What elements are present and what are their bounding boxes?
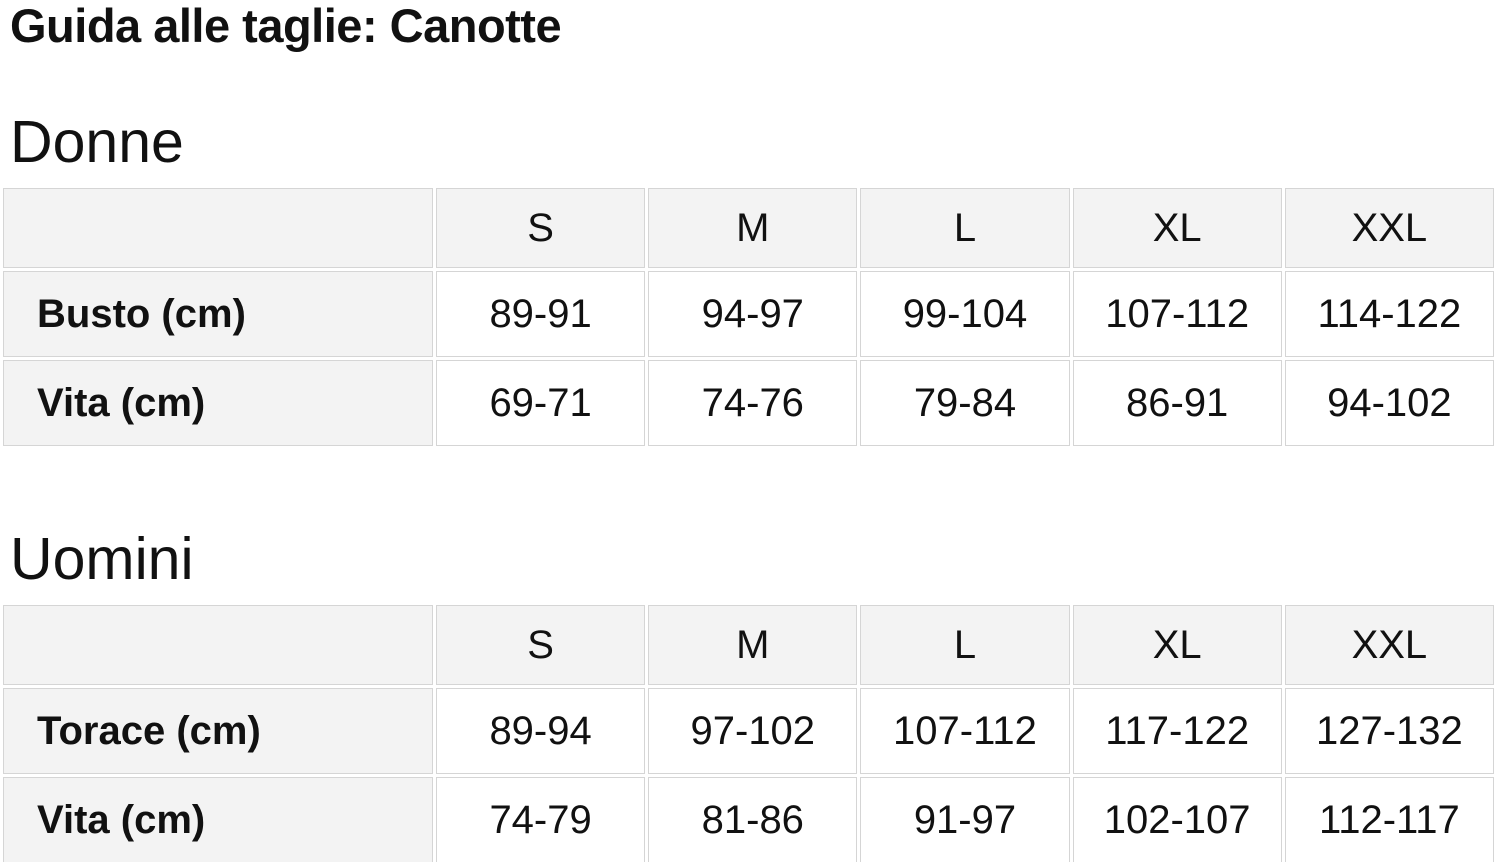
size-value: 112-117: [1284, 777, 1494, 862]
size-value: 117-122: [1072, 688, 1282, 774]
size-value: 94-97: [648, 271, 858, 357]
section-heading-women: Donne: [10, 109, 184, 175]
table-header-row: S M L XL XXL: [3, 188, 1494, 268]
size-value: 114-122: [1284, 271, 1494, 357]
column-header-l: L: [860, 188, 1070, 268]
column-header-xl: XL: [1072, 188, 1282, 268]
size-value: 89-94: [436, 688, 646, 774]
column-header-xl: XL: [1072, 605, 1282, 685]
column-header-s: S: [436, 188, 646, 268]
column-header-m: M: [648, 188, 858, 268]
table-header-row: S M L XL XXL: [3, 605, 1494, 685]
corner-cell: [3, 605, 433, 685]
section-women: Donne S M L XL XXL Busto (cm) 89-91: [0, 110, 1500, 449]
column-header-l: L: [860, 605, 1070, 685]
row-label-chest: Torace (cm): [3, 688, 433, 774]
table-row-waist: Vita (cm) 69-71 74-76 79-84 86-91 94-102: [3, 360, 1494, 446]
size-value: 86-91: [1072, 360, 1282, 446]
size-value: 97-102: [648, 688, 858, 774]
size-value: 74-79: [436, 777, 646, 862]
row-label-bust: Busto (cm): [3, 271, 433, 357]
size-value: 107-112: [860, 688, 1070, 774]
table-row-waist: Vita (cm) 74-79 81-86 91-97 102-107 112-…: [3, 777, 1494, 862]
size-value: 99-104: [860, 271, 1070, 357]
section-men: Uomini S M L XL XXL Torace (cm) 89-94: [0, 527, 1500, 862]
section-heading-men: Uomini: [10, 526, 194, 592]
size-value: 94-102: [1284, 360, 1494, 446]
size-value: 79-84: [860, 360, 1070, 446]
size-value: 127-132: [1284, 688, 1494, 774]
size-value: 69-71: [436, 360, 646, 446]
size-value: 102-107: [1072, 777, 1282, 862]
size-table-women: S M L XL XXL Busto (cm) 89-91 94-97 99-1…: [0, 185, 1497, 449]
size-value: 107-112: [1072, 271, 1282, 357]
column-header-xxl: XXL: [1284, 605, 1494, 685]
size-value: 81-86: [648, 777, 858, 862]
size-value: 74-76: [648, 360, 858, 446]
table-row-chest: Torace (cm) 89-94 97-102 107-112 117-122…: [3, 688, 1494, 774]
row-label-waist: Vita (cm): [3, 777, 433, 862]
page-title: Guida alle taglie: Canotte: [10, 0, 562, 52]
row-label-waist: Vita (cm): [3, 360, 433, 446]
size-value: 89-91: [436, 271, 646, 357]
table-row-bust: Busto (cm) 89-91 94-97 99-104 107-112 11…: [3, 271, 1494, 357]
corner-cell: [3, 188, 433, 268]
size-value: 91-97: [860, 777, 1070, 862]
column-header-s: S: [436, 605, 646, 685]
column-header-xxl: XXL: [1284, 188, 1494, 268]
column-header-m: M: [648, 605, 858, 685]
size-table-men: S M L XL XXL Torace (cm) 89-94 97-102 10…: [0, 602, 1497, 862]
